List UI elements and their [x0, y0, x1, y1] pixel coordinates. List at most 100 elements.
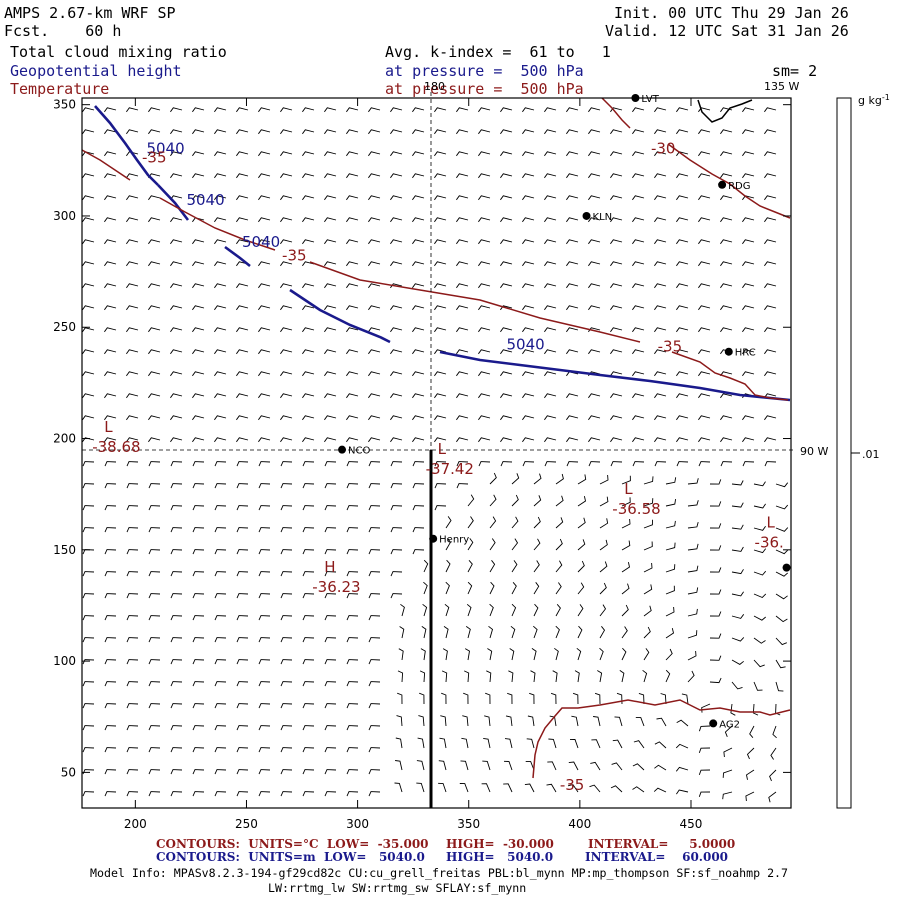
- wind-barb: [390, 327, 403, 333]
- wind-barb: [632, 173, 645, 179]
- wind-barb: [399, 626, 405, 639]
- wind-barb: [555, 625, 560, 639]
- wind-barb: [434, 261, 447, 267]
- wind-barb: [280, 239, 293, 245]
- wind-barb: [698, 349, 711, 355]
- wind-barb: [82, 371, 95, 377]
- wind-barb: [709, 545, 722, 551]
- wind-barb: [170, 173, 183, 179]
- wind-barb: [698, 437, 711, 443]
- wind-barb: [302, 173, 315, 179]
- wind-barb: [324, 791, 337, 797]
- wind-barb: [170, 747, 183, 753]
- wind-barb: [619, 670, 625, 683]
- wind-barb: [126, 107, 139, 113]
- wind-barb: [522, 283, 535, 289]
- wind-barb: [456, 483, 469, 489]
- wind-barb: [456, 283, 469, 289]
- coastline: [697, 99, 753, 123]
- wind-barb: [731, 659, 744, 665]
- wind-barb: [214, 549, 227, 555]
- wind-barb: [346, 261, 359, 267]
- wind-barb: [302, 527, 315, 533]
- wind-barb: [258, 349, 271, 355]
- height-contour-5040-e: [439, 350, 791, 402]
- wind-barb: [610, 129, 623, 135]
- wind-barb: [170, 217, 183, 223]
- wind-barb: [302, 371, 315, 377]
- wind-barb: [720, 327, 733, 333]
- wind-barb: [555, 517, 564, 529]
- wind-barb: [482, 760, 491, 771]
- wind-barb: [621, 562, 631, 573]
- wind-barb: [170, 527, 183, 533]
- wind-barb: [390, 195, 403, 201]
- field-temperature: Temperature: [10, 80, 110, 98]
- wind-barb: [445, 559, 451, 573]
- wind-barb: [126, 195, 139, 201]
- wind-barb: [621, 647, 627, 661]
- wind-barb: [346, 703, 359, 709]
- wind-barb: [214, 129, 227, 135]
- wind-barb: [148, 437, 161, 443]
- wind-barb: [511, 538, 519, 551]
- wind-barb: [258, 571, 271, 577]
- wind-barb: [544, 305, 557, 311]
- wind-barb: [214, 393, 227, 399]
- wind-barb: [170, 437, 183, 443]
- station-dot: [429, 534, 438, 543]
- wind-barb: [126, 217, 139, 223]
- wind-barb: [82, 217, 95, 223]
- wind-barb: [236, 659, 249, 665]
- model-info: Model Info: MPASv8.2.3-194-gf29cd82c CU:…: [90, 866, 789, 880]
- wind-barb: [192, 173, 205, 179]
- wind-barb: [126, 173, 139, 179]
- wind-barb: [280, 637, 293, 643]
- wind-barb: [368, 747, 381, 753]
- wind-barb: [346, 593, 359, 599]
- wind-barb: [522, 107, 535, 113]
- wind-barb: [533, 603, 539, 617]
- wind-barb: [478, 173, 491, 179]
- station-label: KLN: [593, 212, 613, 223]
- wind-barb: [412, 371, 425, 377]
- wind-barb: [775, 615, 788, 623]
- wind-barb: [236, 327, 249, 333]
- wind-barb: [192, 239, 205, 245]
- wind-barb: [280, 129, 293, 135]
- wind-barb: [126, 615, 139, 621]
- wind-barb: [487, 648, 493, 661]
- wind-barb: [500, 195, 513, 201]
- wind-barb: [214, 615, 227, 621]
- wind-barb: [621, 604, 629, 617]
- wind-barb: [390, 305, 403, 311]
- wind-barb: [434, 437, 447, 443]
- height-contour-5040-b: [157, 184, 190, 221]
- wind-barb: [456, 195, 469, 201]
- wind-barb: [749, 725, 755, 738]
- wind-barb: [478, 107, 491, 113]
- wind-barb: [302, 725, 315, 731]
- wind-barb: [192, 261, 205, 267]
- wind-barb: [104, 239, 117, 245]
- extremum-value: -36.58: [612, 500, 660, 518]
- wind-barb: [368, 195, 381, 201]
- wind-barb: [236, 283, 249, 289]
- wind-barb: [530, 670, 536, 683]
- field-geopotential: Geopotential height: [10, 62, 182, 80]
- wind-barb: [324, 393, 337, 399]
- wind-barb: [192, 305, 205, 311]
- wind-barb: [775, 527, 789, 532]
- height-contour-5040-c: [224, 245, 251, 268]
- wind-barb: [346, 173, 359, 179]
- forecast-hour: Fcst. 60 h: [4, 22, 122, 40]
- wind-barb: [632, 107, 645, 113]
- wind-barb: [456, 461, 469, 467]
- wind-barb: [148, 593, 161, 599]
- wind-barb: [412, 505, 425, 511]
- wind-barb: [192, 769, 205, 775]
- wind-barb: [478, 151, 491, 157]
- wind-barb: [214, 659, 227, 665]
- wind-barb: [280, 349, 293, 355]
- wind-barb: [368, 571, 381, 577]
